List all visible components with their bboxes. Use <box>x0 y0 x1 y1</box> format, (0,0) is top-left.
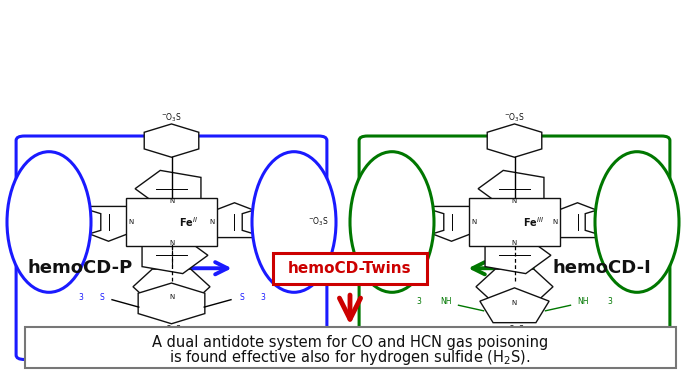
Ellipse shape <box>350 152 434 292</box>
Polygon shape <box>487 124 542 157</box>
Text: N: N <box>552 219 558 225</box>
Text: NH: NH <box>578 297 589 306</box>
Text: 3: 3 <box>608 297 612 306</box>
Text: is found effective also for hydrogen sulfide (H$_2$S).: is found effective also for hydrogen sul… <box>169 347 531 367</box>
Text: 3: 3 <box>78 293 83 302</box>
Polygon shape <box>133 269 210 305</box>
Polygon shape <box>135 171 201 207</box>
Polygon shape <box>480 288 549 323</box>
Polygon shape <box>46 205 101 239</box>
Polygon shape <box>142 237 208 273</box>
Text: N: N <box>471 219 477 225</box>
Polygon shape <box>585 205 640 239</box>
Polygon shape <box>144 124 199 157</box>
Text: N: N <box>169 240 174 246</box>
Text: $^{-}$O$_3$S: $^{-}$O$_3$S <box>308 216 329 228</box>
Text: SO$_3$$^{-}$: SO$_3$$^{-}$ <box>357 216 377 228</box>
Polygon shape <box>469 198 560 246</box>
Text: N: N <box>512 198 517 204</box>
Text: N: N <box>512 300 517 306</box>
Polygon shape <box>603 202 671 242</box>
Text: N: N <box>512 240 517 246</box>
Text: 3: 3 <box>260 293 265 302</box>
Ellipse shape <box>252 152 336 292</box>
Text: SO$_3$$^{-}$: SO$_3$$^{-}$ <box>564 349 584 361</box>
Polygon shape <box>476 269 553 305</box>
FancyBboxPatch shape <box>273 252 427 284</box>
Polygon shape <box>74 206 143 241</box>
Polygon shape <box>242 205 297 239</box>
Polygon shape <box>543 203 612 238</box>
Polygon shape <box>485 237 551 273</box>
Polygon shape <box>138 283 205 324</box>
Text: N: N <box>209 219 215 225</box>
Polygon shape <box>200 203 269 238</box>
Text: hemoCD-I: hemoCD-I <box>552 259 652 277</box>
Text: N: N <box>128 219 134 225</box>
Polygon shape <box>126 198 217 246</box>
Ellipse shape <box>7 152 91 292</box>
Text: A dual antidote system for CO and HCN gas poisoning: A dual antidote system for CO and HCN ga… <box>152 335 548 350</box>
Text: $^{-}$O$_3$S: $^{-}$O$_3$S <box>161 324 182 336</box>
Text: S: S <box>99 293 104 302</box>
Text: $^{-}$O$_3$S: $^{-}$O$_3$S <box>504 324 525 336</box>
Text: $^{-}$O$_3$S: $^{-}$O$_3$S <box>161 111 182 124</box>
Text: $^{-}$O$_3$S: $^{-}$O$_3$S <box>504 111 525 124</box>
Text: O: O <box>469 340 476 349</box>
Text: N: N <box>169 294 174 300</box>
Polygon shape <box>15 202 83 242</box>
Polygon shape <box>478 171 544 207</box>
Ellipse shape <box>595 152 679 292</box>
Text: Fe$^{II}$: Fe$^{II}$ <box>179 215 199 229</box>
Text: S: S <box>239 293 244 302</box>
Text: 3: 3 <box>417 297 421 306</box>
Text: N: N <box>169 198 174 204</box>
Polygon shape <box>358 202 426 242</box>
Text: O: O <box>553 340 560 349</box>
Text: Fe$^{III}$: Fe$^{III}$ <box>524 215 545 229</box>
Text: SO$_3$$^{-}$: SO$_3$$^{-}$ <box>199 332 220 345</box>
FancyBboxPatch shape <box>25 327 676 368</box>
Text: NH: NH <box>440 297 452 306</box>
Polygon shape <box>260 202 328 242</box>
Polygon shape <box>417 206 486 241</box>
Polygon shape <box>389 205 444 239</box>
Text: hemoCD-Twins: hemoCD-Twins <box>288 261 412 276</box>
Text: hemoCD-P: hemoCD-P <box>28 259 133 277</box>
